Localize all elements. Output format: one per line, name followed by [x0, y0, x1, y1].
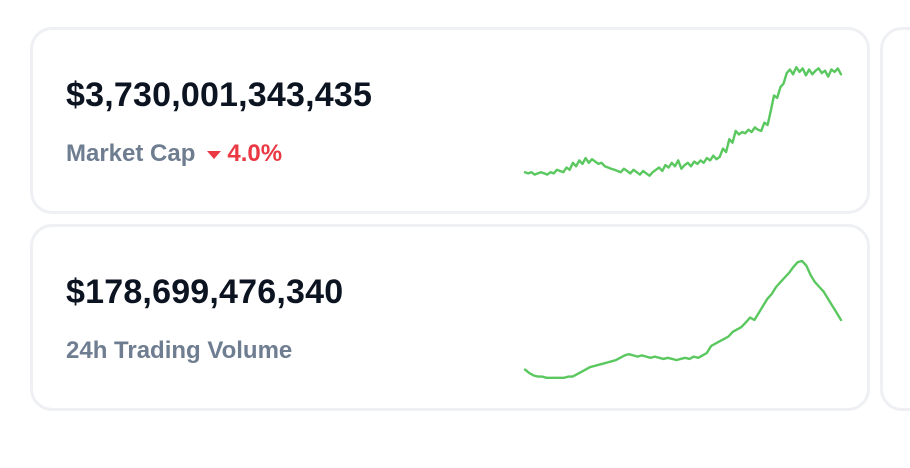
trading-volume-value: $178,699,476,340	[66, 273, 344, 311]
market-cap-sparkline	[523, 66, 843, 177]
trading-volume-sparkline	[523, 259, 843, 379]
market-cap-change: 4.0%	[227, 140, 283, 167]
market-cap-label-row: Market Cap 4.0%	[66, 140, 282, 168]
market-cap-card[interactable]: $3,730,001,343,435 Market Cap 4.0%	[30, 27, 870, 214]
next-card-edge[interactable]	[880, 27, 910, 411]
trading-volume-label: 24h Trading Volume	[66, 337, 293, 364]
market-cap-sparkline-line	[523, 66, 843, 177]
caret-down-icon	[207, 151, 222, 159]
market-cap-label: Market Cap	[66, 140, 196, 167]
market-cap-value: $3,730,001,343,435	[66, 76, 373, 114]
trading-volume-label-row: 24h Trading Volume	[66, 337, 292, 365]
trading-volume-sparkline-line	[523, 259, 843, 379]
trading-volume-card[interactable]: $178,699,476,340 24h Trading Volume	[30, 224, 870, 411]
